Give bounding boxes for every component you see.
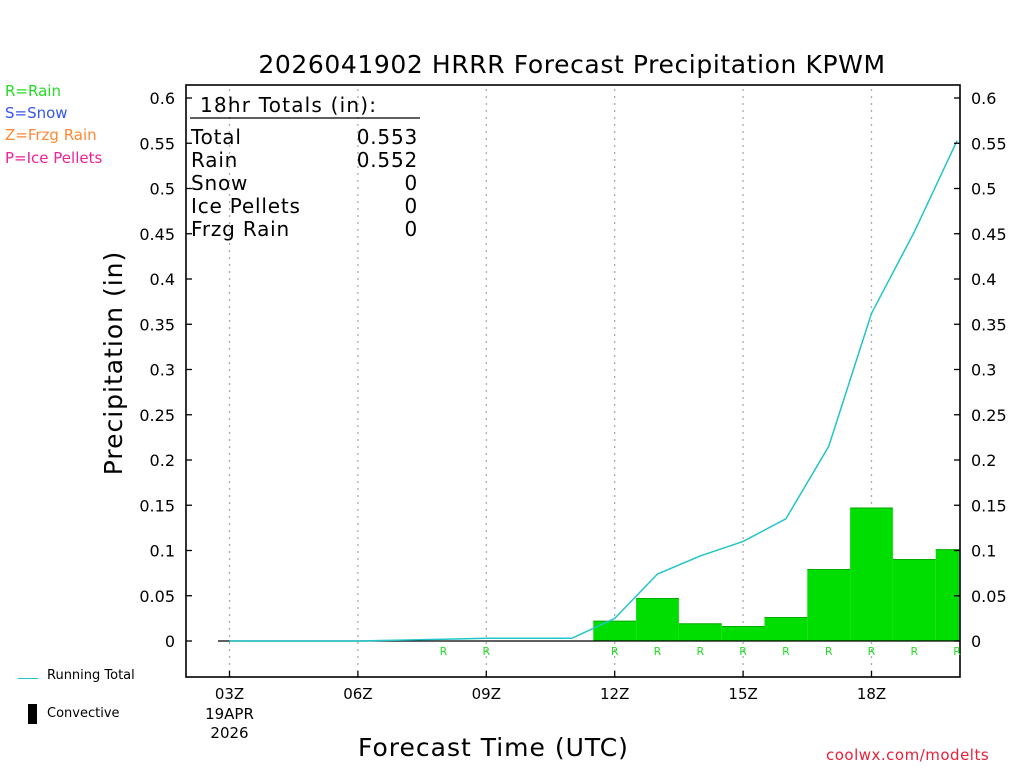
y-tick-label-right: 0.6 bbox=[971, 89, 996, 108]
y-tick-label-right: 0.1 bbox=[971, 542, 996, 561]
y-tick-label-left: 0.6 bbox=[150, 89, 175, 108]
precip-bar bbox=[892, 559, 936, 641]
y-tick-label-right: 0.05 bbox=[971, 587, 1007, 606]
totals-row-label: Ice Pellets bbox=[191, 194, 301, 218]
totals-row-value: 0.553 bbox=[357, 125, 418, 149]
precip-bar bbox=[721, 626, 765, 641]
x-tick-label: 06Z bbox=[343, 685, 372, 703]
precip-bar bbox=[678, 623, 722, 641]
y-tick-label-left: 0.25 bbox=[139, 406, 175, 425]
convective-swatch bbox=[28, 704, 37, 724]
y-tick-label-right: 0 bbox=[971, 632, 981, 651]
totals-row-value: 0.552 bbox=[357, 148, 418, 172]
y-tick-label-left: 0.3 bbox=[150, 361, 175, 380]
precip-bar bbox=[850, 507, 893, 641]
x-tick-label: 12Z bbox=[600, 685, 629, 703]
precip-bar bbox=[593, 621, 637, 641]
ptype-marker-rain: R bbox=[825, 645, 833, 658]
legend-ice-pellets: P=Ice Pellets bbox=[5, 149, 103, 167]
ptype-marker-rain: R bbox=[440, 645, 448, 658]
precip-bar bbox=[807, 569, 851, 641]
y-tick-label-right: 0.25 bbox=[971, 406, 1007, 425]
precip-bar bbox=[764, 617, 808, 641]
ptype-marker-rain: R bbox=[910, 645, 918, 658]
ptype-marker-rain: R bbox=[482, 645, 490, 658]
totals-row-label: Snow bbox=[191, 171, 248, 195]
credit-text: coolwx.com/modelts bbox=[826, 746, 990, 764]
y-tick-label-right: 0.55 bbox=[971, 134, 1007, 153]
ptype-marker-rain: R bbox=[739, 645, 747, 658]
ptype-marker-rain: R bbox=[654, 645, 662, 658]
running-total-line bbox=[229, 140, 958, 642]
legend-rain: R=Rain bbox=[5, 82, 61, 100]
convective-legend-label: Convective bbox=[47, 706, 120, 721]
running-total-line-swatch bbox=[18, 678, 38, 679]
totals-row-value: 0 bbox=[404, 217, 418, 241]
totals-row-value: 0 bbox=[404, 194, 418, 218]
y-tick-label-right: 0.5 bbox=[971, 180, 996, 199]
ptype-marker-rain: R bbox=[782, 645, 790, 658]
ptype-marker-rain: R bbox=[696, 645, 704, 658]
x-tick-year-label: 2026 bbox=[210, 724, 248, 742]
ptype-marker-rain: R bbox=[611, 645, 619, 658]
ptype-marker-rain: R bbox=[953, 645, 961, 658]
y-tick-label-right: 0.35 bbox=[971, 315, 1007, 334]
y-tick-label-left: 0.4 bbox=[150, 270, 175, 289]
x-tick-label: 09Z bbox=[472, 685, 501, 703]
y-tick-label-left: 0 bbox=[165, 632, 175, 651]
y-tick-label-right: 0.15 bbox=[971, 496, 1007, 515]
y-tick-label-left: 0.1 bbox=[150, 542, 175, 561]
y-tick-label-right: 0.45 bbox=[971, 225, 1007, 244]
precip-bar bbox=[636, 598, 679, 641]
y-tick-label-left: 0.2 bbox=[150, 451, 175, 470]
x-tick-label: 03Z bbox=[215, 685, 244, 703]
running-total-legend-label: Running Total bbox=[47, 668, 135, 683]
legend-frzg-rain: Z=Frzg Rain bbox=[5, 126, 97, 144]
y-tick-label-left: 0.35 bbox=[139, 315, 175, 334]
y-tick-label-left: 0.15 bbox=[139, 496, 175, 515]
totals-row-label: Total bbox=[190, 125, 242, 149]
totals-row-label: Rain bbox=[191, 148, 238, 172]
x-axis-title: Forecast Time (UTC) bbox=[358, 733, 629, 762]
y-tick-label-left: 0.45 bbox=[139, 225, 175, 244]
y-axis-title: Precipitation (in) bbox=[99, 251, 128, 476]
y-tick-label-right: 0.4 bbox=[971, 270, 996, 289]
y-tick-label-right: 0.2 bbox=[971, 451, 996, 470]
y-tick-label-right: 0.3 bbox=[971, 361, 996, 380]
y-tick-label-left: 0.5 bbox=[150, 180, 175, 199]
x-tick-label: 18Z bbox=[857, 685, 886, 703]
totals-row-value: 0 bbox=[404, 171, 418, 195]
ptype-marker-rain: R bbox=[868, 645, 876, 658]
plot-frame bbox=[185, 84, 961, 678]
y-tick-label-left: 0.55 bbox=[139, 134, 175, 153]
totals-row-label: Frzg Rain bbox=[191, 217, 290, 241]
y-tick-label-left: 0.05 bbox=[139, 587, 175, 606]
totals-header: 18hr Totals (in): bbox=[200, 93, 377, 117]
x-tick-date-label: 19APR bbox=[205, 705, 254, 723]
legend-snow: S=Snow bbox=[5, 104, 68, 122]
chart-title: 2026041902 HRRR Forecast Precipitation K… bbox=[258, 50, 886, 79]
x-tick-label: 15Z bbox=[728, 685, 757, 703]
